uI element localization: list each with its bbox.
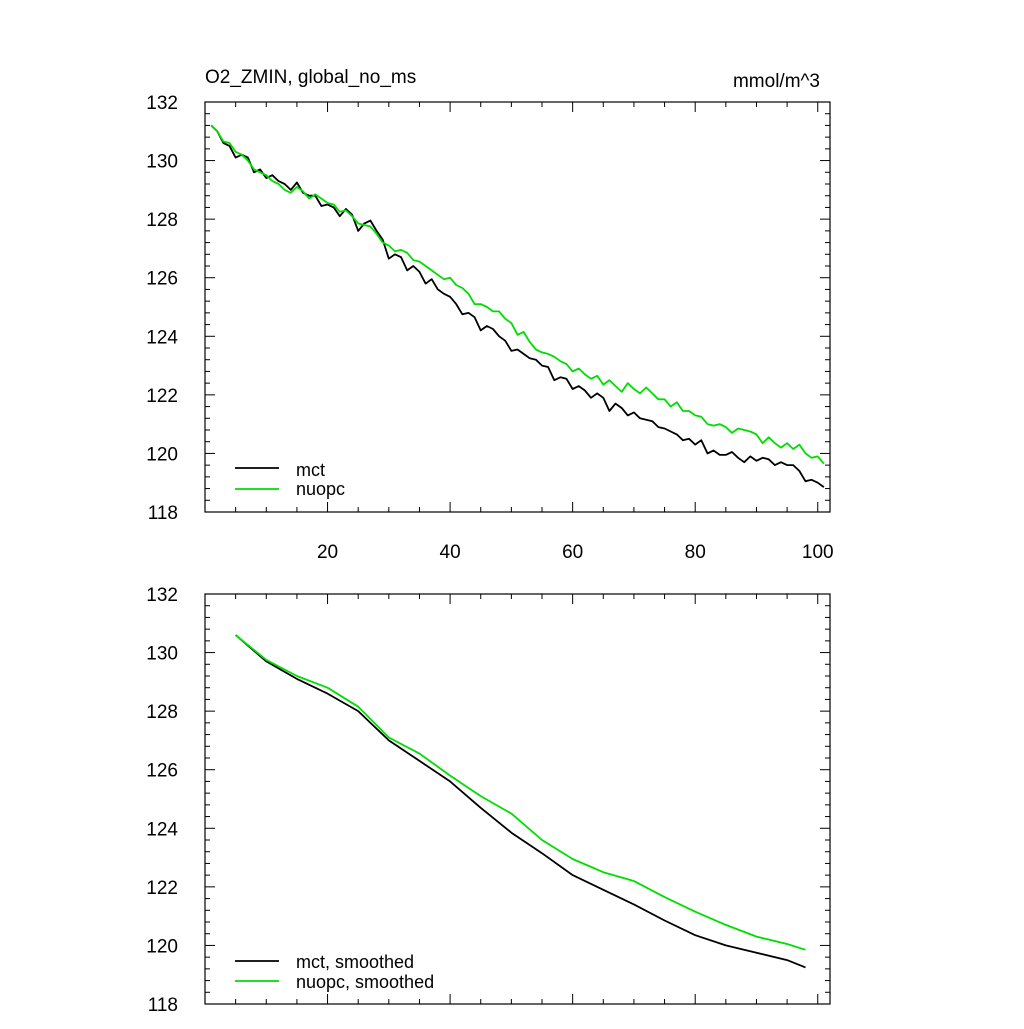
bottom-ytick-label: 122 <box>146 878 178 899</box>
top-ytick-label: 120 <box>146 444 178 465</box>
chart-units: mmol/m^3 <box>733 71 820 92</box>
bottom-ytick-label: 124 <box>146 819 178 840</box>
top-ytick-label: 132 <box>146 93 178 114</box>
bottom-ytick-label: 118 <box>148 995 178 1016</box>
top-xtick-label: 100 <box>802 542 834 563</box>
top-ytick-label: 130 <box>146 152 178 173</box>
legend-label-mct-smoothed: mct, smoothed <box>296 952 414 972</box>
top-xtick-label: 60 <box>562 542 583 563</box>
top-ytick-label: 122 <box>146 386 178 407</box>
top-ytick-label: 126 <box>146 269 178 290</box>
bottom-plot-frame <box>204 593 831 1005</box>
top-xtick-label: 20 <box>317 542 338 563</box>
top-ytick-label: 124 <box>146 327 178 348</box>
top-series-nuopc-line <box>210 124 825 465</box>
chart-title: O2_ZMIN, global_no_ms <box>205 67 416 88</box>
bottom-ytick-label: 130 <box>146 644 178 665</box>
bottom-ytick-label: 128 <box>146 702 178 723</box>
top-plot-frame <box>204 101 831 513</box>
bottom-ytick-label: 126 <box>146 761 178 782</box>
legend-label-nuopc: nuopc <box>296 479 345 499</box>
top-ytick-label: 118 <box>148 503 178 524</box>
top-xtick-label: 80 <box>685 542 706 563</box>
bottom-series-nuopc-line <box>235 634 806 951</box>
top-ytick-label: 128 <box>146 210 178 231</box>
bottom-ytick-label: 132 <box>146 585 178 606</box>
legend-label-nuopc-smoothed: nuopc, smoothed <box>296 972 434 992</box>
legend-label-mct: mct <box>296 460 325 480</box>
bottom-series-mct-line <box>235 634 806 969</box>
top-xtick-label: 40 <box>440 542 461 563</box>
bottom-ytick-label: 120 <box>146 936 178 957</box>
